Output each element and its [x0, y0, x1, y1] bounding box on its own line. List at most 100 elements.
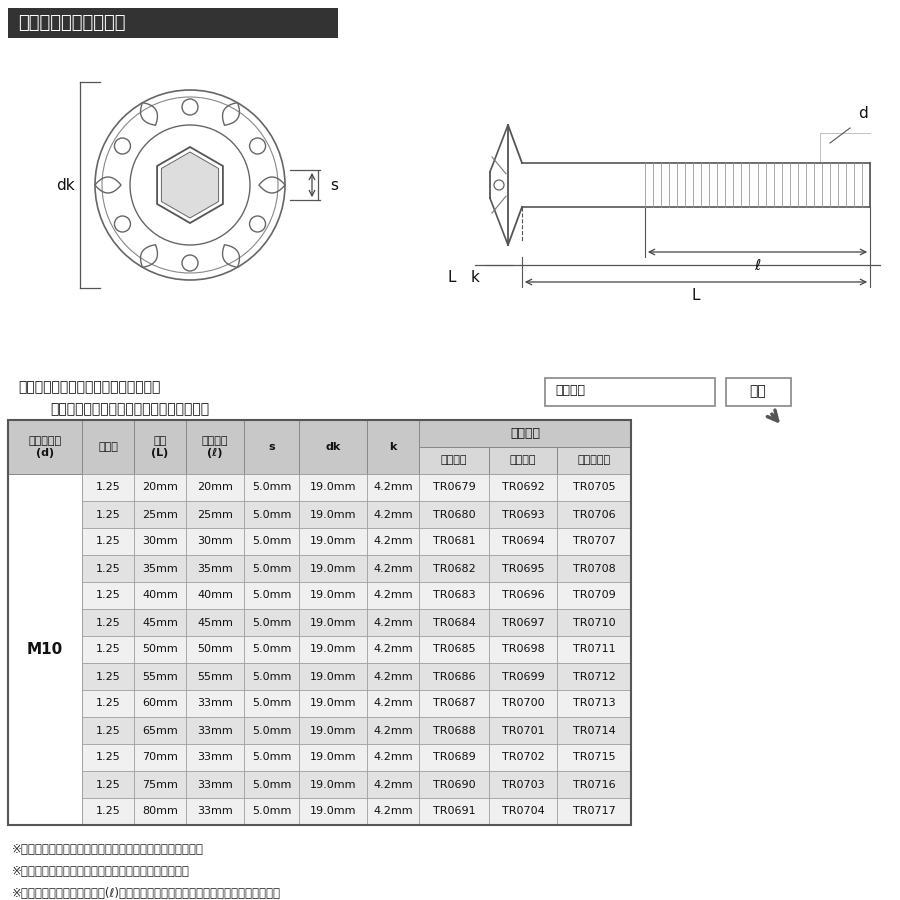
Text: 60mm: 60mm — [142, 698, 178, 708]
Bar — [299, 501, 367, 528]
Bar — [489, 690, 557, 717]
Text: 5.0mm: 5.0mm — [252, 725, 292, 735]
Text: 19.0mm: 19.0mm — [310, 617, 356, 627]
Text: 1.25: 1.25 — [95, 671, 121, 681]
Text: 1.25: 1.25 — [95, 779, 121, 789]
Text: 4.2mm: 4.2mm — [374, 509, 413, 519]
Bar — [367, 528, 419, 555]
Bar — [367, 636, 419, 663]
Bar — [244, 474, 299, 501]
Bar — [82, 555, 134, 582]
Text: ピッチ: ピッチ — [98, 442, 118, 452]
Bar — [134, 420, 186, 474]
Text: TR0700: TR0700 — [501, 698, 544, 708]
Text: 75mm: 75mm — [142, 779, 178, 789]
Text: TR0685: TR0685 — [433, 644, 475, 654]
Bar — [134, 636, 186, 663]
Text: 1.25: 1.25 — [95, 482, 121, 492]
Text: 19.0mm: 19.0mm — [310, 590, 356, 600]
Text: 45mm: 45mm — [197, 617, 233, 627]
Text: 長さ
(L): 長さ (L) — [151, 436, 168, 458]
Bar — [489, 636, 557, 663]
Bar — [134, 555, 186, 582]
Text: TR0715: TR0715 — [572, 752, 616, 762]
Text: 33mm: 33mm — [197, 752, 233, 762]
Text: 5.0mm: 5.0mm — [252, 482, 292, 492]
Bar — [186, 555, 244, 582]
Text: 1.25: 1.25 — [95, 536, 121, 546]
Bar — [134, 528, 186, 555]
Text: TR0679: TR0679 — [433, 482, 475, 492]
Bar — [557, 501, 631, 528]
Text: dk: dk — [326, 442, 340, 452]
Text: TR0696: TR0696 — [501, 590, 544, 600]
Bar — [419, 690, 489, 717]
Bar — [186, 528, 244, 555]
Text: TR0694: TR0694 — [501, 536, 544, 546]
Text: ℓ: ℓ — [754, 258, 760, 274]
Bar — [419, 717, 489, 744]
Bar — [367, 798, 419, 825]
Bar — [367, 501, 419, 528]
Text: 1.25: 1.25 — [95, 509, 121, 519]
Text: TR0692: TR0692 — [501, 482, 544, 492]
Bar — [134, 798, 186, 825]
Bar — [557, 528, 631, 555]
Text: 19.0mm: 19.0mm — [310, 509, 356, 519]
Text: 5.0mm: 5.0mm — [252, 806, 292, 816]
Text: 5.0mm: 5.0mm — [252, 590, 292, 600]
Bar — [82, 474, 134, 501]
Bar — [419, 447, 489, 474]
Bar — [82, 717, 134, 744]
Bar — [367, 744, 419, 771]
Text: TR0710: TR0710 — [572, 617, 616, 627]
Bar — [489, 798, 557, 825]
Bar — [557, 555, 631, 582]
Bar — [244, 528, 299, 555]
Bar — [419, 420, 631, 447]
Text: 35mm: 35mm — [142, 563, 178, 573]
Bar — [489, 582, 557, 609]
Bar — [489, 663, 557, 690]
Text: 検索: 検索 — [750, 384, 767, 398]
Text: 19.0mm: 19.0mm — [310, 806, 356, 816]
Bar — [134, 663, 186, 690]
Polygon shape — [161, 152, 219, 218]
Bar — [489, 609, 557, 636]
Text: TR0713: TR0713 — [572, 698, 616, 708]
Bar — [419, 609, 489, 636]
Bar — [244, 636, 299, 663]
Text: TR0690: TR0690 — [433, 779, 475, 789]
Bar — [134, 717, 186, 744]
Bar — [134, 690, 186, 717]
Bar — [299, 663, 367, 690]
Text: TR0691: TR0691 — [433, 806, 475, 816]
Bar — [8, 420, 631, 825]
Bar — [726, 378, 791, 406]
Text: 4.2mm: 4.2mm — [374, 590, 413, 600]
Text: 当店品番: 当店品番 — [510, 427, 540, 440]
Text: 55mm: 55mm — [197, 671, 233, 681]
Bar — [82, 663, 134, 690]
Text: 33mm: 33mm — [197, 806, 233, 816]
Text: 1.25: 1.25 — [95, 725, 121, 735]
Bar — [367, 717, 419, 744]
Text: k: k — [471, 269, 480, 284]
Bar — [82, 636, 134, 663]
Text: 5.0mm: 5.0mm — [252, 509, 292, 519]
Text: TR0702: TR0702 — [501, 752, 544, 762]
Text: TR0697: TR0697 — [501, 617, 544, 627]
Bar — [186, 636, 244, 663]
Text: 1.25: 1.25 — [95, 752, 121, 762]
Text: ※虹色は個体差により着色が異なる場合がございます。: ※虹色は個体差により着色が異なる場合がございます。 — [12, 865, 190, 878]
Text: 19.0mm: 19.0mm — [310, 644, 356, 654]
Bar — [299, 555, 367, 582]
Text: TR0699: TR0699 — [501, 671, 544, 681]
Text: 20mm: 20mm — [197, 482, 233, 492]
Bar — [299, 771, 367, 798]
Bar — [244, 420, 299, 474]
Bar — [186, 420, 244, 474]
Bar — [186, 771, 244, 798]
Bar — [557, 609, 631, 636]
Bar — [244, 798, 299, 825]
